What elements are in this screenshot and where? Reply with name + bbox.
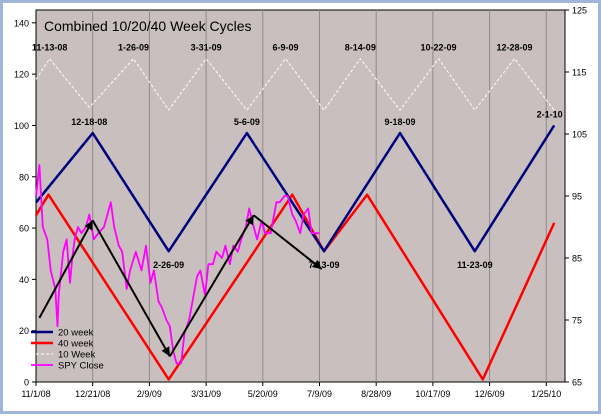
- cycle-date-label: 7-13-09: [309, 260, 340, 270]
- y-right-tick-label: 105: [572, 130, 587, 140]
- y-left-tick-label: 100: [14, 121, 29, 131]
- cycle-date-label: 1-26-09: [118, 43, 149, 53]
- cycle-date-label: 11-23-09: [457, 260, 493, 270]
- x-tick-label: 10/17/09: [415, 389, 450, 399]
- trend-arrow-head: [311, 260, 322, 270]
- y-right-tick-label: 75: [572, 316, 582, 326]
- y-right-tick-label: 95: [572, 192, 582, 202]
- y-left-tick-label: 0: [24, 378, 29, 388]
- x-tick-label: 8/28/09: [361, 389, 391, 399]
- spy-close-line: [35, 164, 320, 365]
- trend-arrow-head: [84, 220, 93, 231]
- y-left-tick-label: 140: [14, 18, 29, 28]
- trend-arrow-head: [161, 346, 170, 357]
- cycle-date-label: 9-18-09: [384, 117, 415, 127]
- axes: 11/1/08 12/21/08 2/9/09 3/31/09 5/20/09 7/9/0…: [14, 6, 587, 400]
- x-tick-label: 3/31/09: [191, 389, 221, 399]
- cycle-date-label: 5-6-09: [234, 117, 260, 127]
- cycles-chart: 11-13-08 1-26-09 3-31-09 6-9-09 8-14-09 10-22…: [3, 3, 598, 411]
- x-tick-label: 12/21/08: [75, 389, 110, 399]
- trend-arrow-line: [38, 219, 94, 319]
- legend-label: 10 Week: [58, 350, 96, 361]
- legend-label: SPY Close: [58, 361, 104, 372]
- cycle-date-label: 10-22-09: [421, 43, 457, 53]
- 40-week-line: [34, 193, 556, 381]
- y-right-tick-label: 85: [572, 254, 582, 264]
- x-tick-label: 5/20/09: [248, 389, 278, 399]
- cycle-date-label: 12-28-09: [497, 43, 533, 53]
- y-left-tick-label: 80: [19, 172, 29, 182]
- legend-label: 20 week: [58, 328, 94, 339]
- y-left-tick-label: 20: [19, 326, 29, 336]
- 10-week-line: [35, 58, 555, 111]
- plot-area: [35, 9, 566, 383]
- series-lines: [34, 58, 556, 381]
- y-right-tick-label: 65: [572, 378, 582, 388]
- y-left-tick-label: 60: [19, 224, 29, 234]
- cycle-date-label: 6-9-09: [272, 43, 298, 53]
- y-right-tick-label: 115: [572, 68, 586, 78]
- x-tick-label: 7/9/09: [307, 389, 332, 399]
- trend-arrow-line: [91, 219, 171, 357]
- cycle-date-label: 12-18-08: [71, 117, 107, 127]
- cycle-date-label: 3-31-09: [191, 43, 222, 53]
- 20-week-line: [35, 124, 556, 253]
- x-tick-label: 1/25/10: [531, 389, 561, 399]
- y-left-tick-label: 40: [19, 275, 29, 285]
- y-right-tick-label: 125: [572, 6, 587, 16]
- x-tick-label: 11/1/08: [21, 389, 50, 399]
- cycle-date-label: 11-13-08: [32, 43, 68, 53]
- cycle-date-labels: 11-13-08 1-26-09 3-31-09 6-9-09 8-14-09 10-22…: [32, 43, 563, 270]
- chart-title: Combined 10/20/40 Week Cycles: [44, 18, 252, 34]
- legend-label: 40 week: [58, 339, 94, 350]
- y-left-tick-label: 120: [14, 70, 29, 80]
- cycle-date-label: 8-14-09: [345, 43, 376, 53]
- x-tick-label: 12/6/09: [475, 389, 505, 399]
- cycle-date-label: 2-26-09: [153, 260, 184, 270]
- x-tick-label: 2/9/09: [137, 389, 162, 399]
- trend-arrow-line: [168, 214, 255, 357]
- trend-arrow-line: [253, 214, 323, 270]
- trend-arrows: [38, 214, 323, 357]
- cycle-date-label: 2-1-10: [537, 109, 563, 119]
- trend-arrow-head: [245, 215, 254, 226]
